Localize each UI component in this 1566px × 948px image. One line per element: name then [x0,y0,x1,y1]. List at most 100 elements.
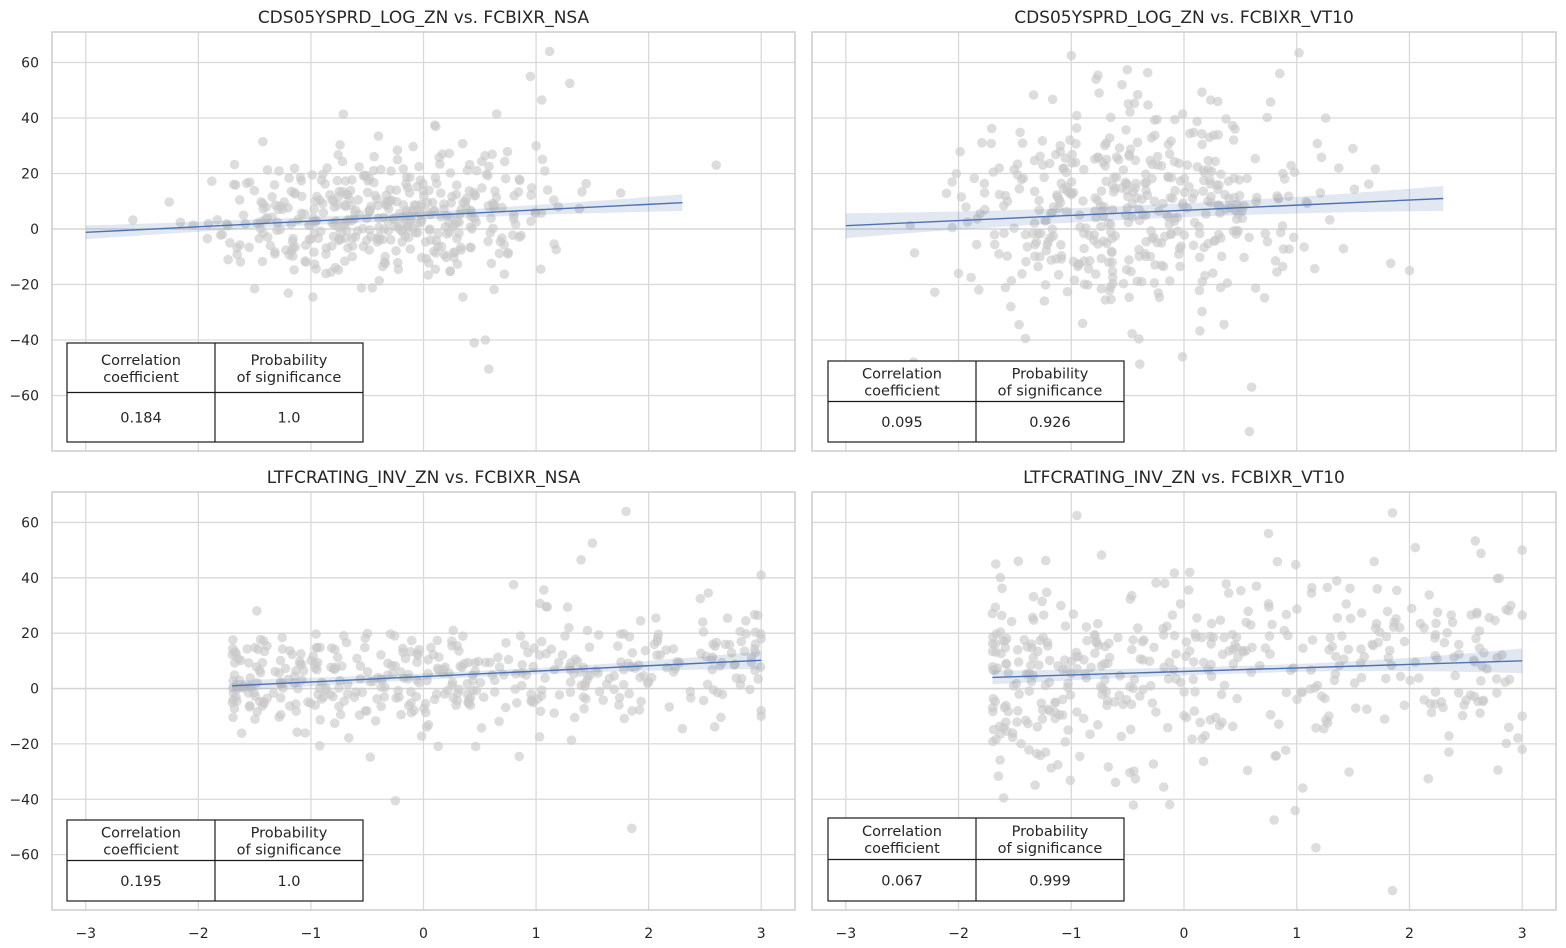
data-point [486,258,497,269]
data-point [309,247,319,257]
data-point [988,724,999,735]
data-point [414,644,424,655]
data-point [270,247,280,257]
data-point [640,645,651,656]
data-point [1037,136,1048,146]
data-point [1006,301,1016,312]
data-point [398,643,408,654]
data-point [1216,251,1227,262]
data-point [289,163,300,174]
data-point [566,735,577,745]
data-point [412,205,423,215]
data-point [977,138,987,148]
data-point [527,183,537,193]
data-point [1102,700,1112,711]
data-point [1091,74,1101,84]
data-point [1265,649,1275,659]
data-point [1302,198,1313,209]
data-point [385,235,396,245]
plot-frame [51,31,796,452]
data-point [483,201,494,211]
data-point [554,690,565,700]
data-point [746,657,757,668]
data-point [357,687,368,698]
data-point [229,703,240,714]
data-point [277,644,288,654]
data-point [989,229,1000,240]
data-point [517,668,527,678]
data-point [1107,205,1118,215]
data-point [238,210,249,221]
data-point [231,648,241,659]
regression-line [845,197,1444,227]
data-point [1190,687,1200,697]
data-point [503,654,514,665]
data-point [1383,653,1394,663]
data-point [1348,143,1358,154]
data-point [1316,691,1327,701]
data-point [1284,244,1294,254]
data-point [376,682,387,692]
data-point [1297,687,1308,698]
data-point [1337,631,1347,641]
data-point [986,138,996,149]
data-point [223,254,233,265]
data-point [1221,579,1231,589]
data-point [1093,618,1103,629]
data-point [1009,223,1019,233]
data-point [955,146,965,157]
data-point [1069,275,1080,286]
data-point [1370,623,1381,633]
data-point [1228,135,1239,145]
data-point [1206,618,1217,629]
data-point [1079,164,1089,175]
data-point [1356,672,1367,683]
data-point [372,694,382,704]
data-point [477,183,487,193]
data-point [360,642,370,653]
data-point [1210,156,1220,167]
data-point [1457,710,1468,721]
data-point [309,228,320,239]
y-tick-label: −20 [9,278,39,294]
data-point [1189,217,1200,228]
data-point [1279,174,1290,184]
data-point [1128,187,1138,197]
data-point [1128,800,1139,810]
data-point [1148,759,1159,769]
data-point [263,232,273,242]
data-point [316,694,327,704]
data-point [990,239,1000,250]
data-point [542,602,553,612]
data-point [1270,751,1280,761]
data-point [445,266,455,277]
data-point [328,663,339,674]
data-point [1224,646,1234,656]
data-point [1089,230,1100,240]
data-point [1007,732,1018,743]
data-point [1045,158,1055,169]
data-point [1329,675,1340,686]
data-point [528,661,538,672]
data-point [362,187,373,198]
data-point [1071,110,1082,121]
data-point [1075,751,1085,762]
data-point [756,570,766,580]
data-point [262,213,273,223]
x-tick-label: 1 [532,926,541,942]
data-point [494,662,505,672]
x-tick-label: −3 [75,926,96,942]
data-point [1026,660,1036,671]
data-point [458,292,468,302]
table-header: Probability of significance [998,366,1103,399]
data-point [1332,576,1342,586]
data-point [470,741,481,752]
data-point [1036,698,1047,708]
data-point [1250,283,1261,293]
data-point [1395,671,1406,682]
data-point [1068,609,1079,619]
data-point [695,593,706,604]
data-point [1272,556,1283,567]
data-point [164,197,174,207]
data-point [1000,282,1011,293]
